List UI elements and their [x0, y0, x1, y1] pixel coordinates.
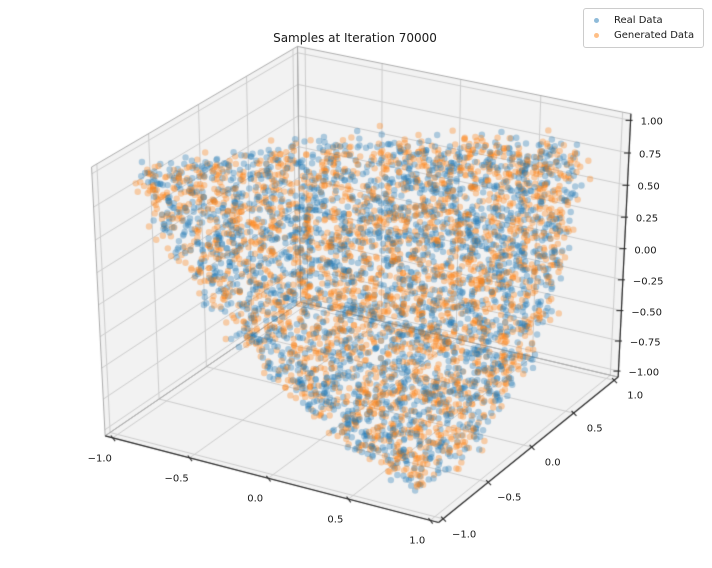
x-tick-label: −0.5 — [164, 473, 189, 485]
z-tick-label: −0.25 — [632, 276, 664, 288]
x-tick-label: 0.5 — [327, 514, 344, 526]
legend-item-real-data: Real Data — [584, 13, 694, 28]
y-tick-label: 1.0 — [627, 390, 644, 402]
z-tick-label: −1.00 — [628, 367, 660, 379]
z-tick-label: −0.50 — [631, 307, 663, 319]
y-tick-label: 0.5 — [586, 423, 603, 435]
legend-marker-generated-data-icon — [594, 33, 599, 38]
x-tick-label: 1.0 — [409, 535, 426, 547]
x-tick-label: 0.0 — [247, 493, 264, 505]
z-tick-label: 0.50 — [637, 181, 660, 193]
legend-marker-real-data-icon — [594, 18, 599, 23]
legend-label-generated-data: Generated Data — [614, 30, 695, 41]
legend: Real Data Generated Data — [583, 8, 705, 48]
y-tick-label: 0.0 — [544, 457, 561, 469]
z-tick-label: 0.25 — [635, 213, 659, 225]
x-tick-label: −1.0 — [87, 453, 112, 465]
y-tick-label: −1.0 — [451, 529, 477, 541]
z-tick-label: 0.75 — [639, 149, 662, 161]
z-tick-label: 1.00 — [640, 116, 663, 128]
z-tick-label: −0.75 — [629, 337, 661, 349]
y-tick-label: −0.5 — [497, 492, 522, 504]
plot-title: Samples at Iteration 70000 — [273, 31, 437, 45]
legend-item-generated-data: Generated Data — [584, 28, 694, 43]
z-tick-label: 0.00 — [634, 245, 657, 257]
legend-label-real-data: Real Data — [614, 15, 663, 26]
